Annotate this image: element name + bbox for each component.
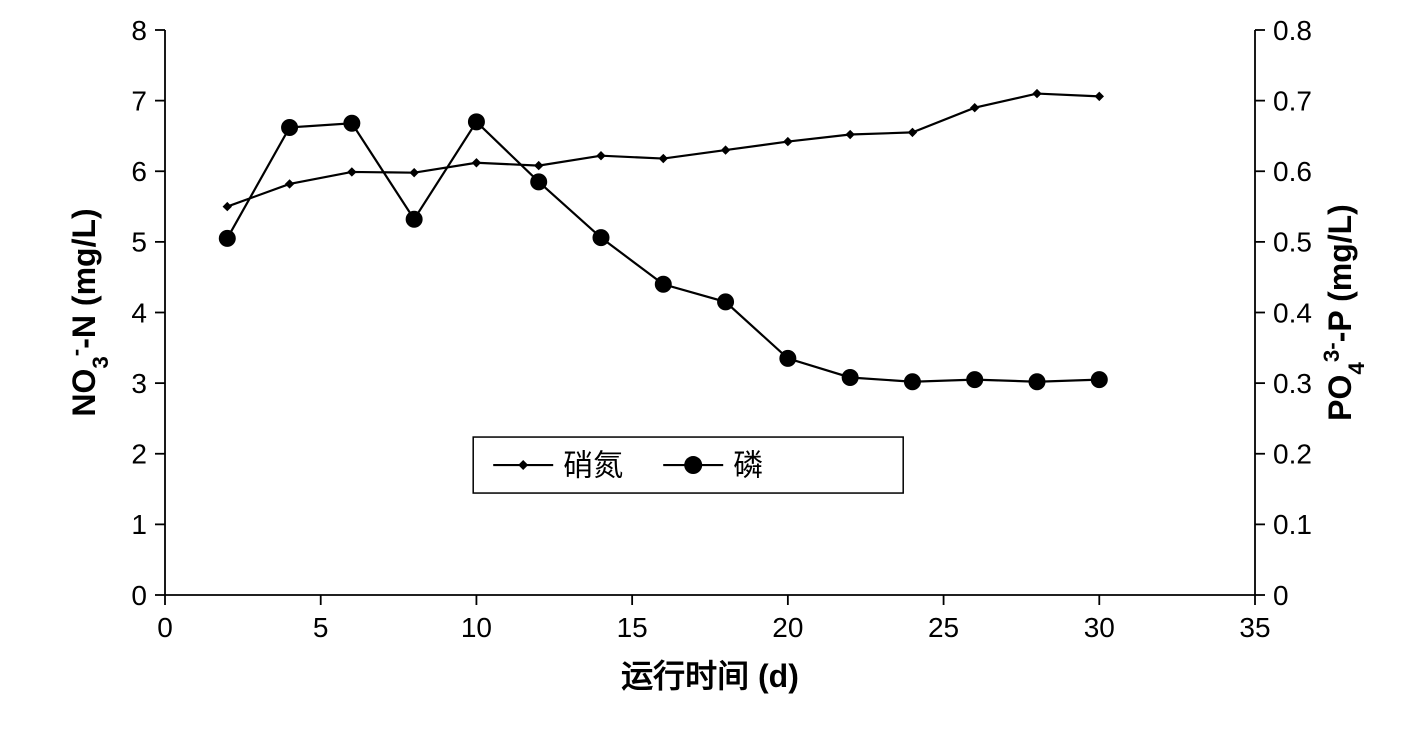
series-marker-磷 bbox=[282, 119, 298, 135]
series-marker-磷 bbox=[904, 374, 920, 390]
y-left-tick-label: 8 bbox=[131, 15, 147, 46]
y-left-tick-label: 4 bbox=[131, 297, 147, 328]
x-axis-label: 运行时间 (d) bbox=[621, 658, 799, 694]
x-tick-label: 5 bbox=[313, 612, 329, 643]
series-marker-磷 bbox=[842, 369, 858, 385]
dual-axis-line-chart: 05101520253035运行时间 (d)012345678NO3--N (m… bbox=[0, 0, 1410, 735]
legend-label: 磷 bbox=[733, 450, 763, 483]
y-left-tick-label: 0 bbox=[131, 580, 147, 611]
y-right-tick-label: 0 bbox=[1273, 580, 1289, 611]
series-marker-磷 bbox=[718, 294, 734, 310]
y-right-tick-label: 0.7 bbox=[1273, 85, 1312, 116]
series-marker-磷 bbox=[967, 372, 983, 388]
y-right-tick-label: 0.6 bbox=[1273, 156, 1312, 187]
series-marker-磷 bbox=[1091, 372, 1107, 388]
y-left-tick-label: 6 bbox=[131, 156, 147, 187]
chart-background bbox=[0, 0, 1410, 735]
y-right-tick-label: 0.2 bbox=[1273, 439, 1312, 470]
y-right-tick-label: 0.8 bbox=[1273, 15, 1312, 46]
legend-circle-icon bbox=[684, 456, 702, 474]
x-tick-label: 35 bbox=[1239, 612, 1270, 643]
y-right-tick-label: 0.4 bbox=[1273, 297, 1312, 328]
series-marker-磷 bbox=[344, 115, 360, 131]
x-tick-label: 15 bbox=[617, 612, 648, 643]
x-tick-label: 10 bbox=[461, 612, 492, 643]
chart-container: 05101520253035运行时间 (d)012345678NO3--N (m… bbox=[0, 0, 1410, 735]
x-tick-label: 20 bbox=[772, 612, 803, 643]
y-left-tick-label: 1 bbox=[131, 509, 147, 540]
y-right-tick-label: 0.5 bbox=[1273, 227, 1312, 258]
x-tick-label: 0 bbox=[157, 612, 173, 643]
series-marker-磷 bbox=[593, 230, 609, 246]
y-right-tick-label: 0.1 bbox=[1273, 509, 1312, 540]
y-left-tick-label: 7 bbox=[131, 85, 147, 116]
legend: 硝氮 磷 bbox=[473, 437, 903, 493]
series-marker-磷 bbox=[780, 350, 796, 366]
series-marker-磷 bbox=[531, 174, 547, 190]
x-tick-label: 25 bbox=[928, 612, 959, 643]
y-left-tick-label: 3 bbox=[131, 368, 147, 399]
series-marker-磷 bbox=[1029, 374, 1045, 390]
y-left-tick-label: 5 bbox=[131, 227, 147, 258]
series-marker-磷 bbox=[468, 114, 484, 130]
series-marker-磷 bbox=[655, 276, 671, 292]
series-marker-磷 bbox=[406, 211, 422, 227]
y-right-tick-label: 0.3 bbox=[1273, 368, 1312, 399]
x-tick-label: 30 bbox=[1084, 612, 1115, 643]
y-left-tick-label: 2 bbox=[131, 439, 147, 470]
legend-label: 硝氮 bbox=[563, 450, 623, 483]
series-marker-磷 bbox=[219, 230, 235, 246]
